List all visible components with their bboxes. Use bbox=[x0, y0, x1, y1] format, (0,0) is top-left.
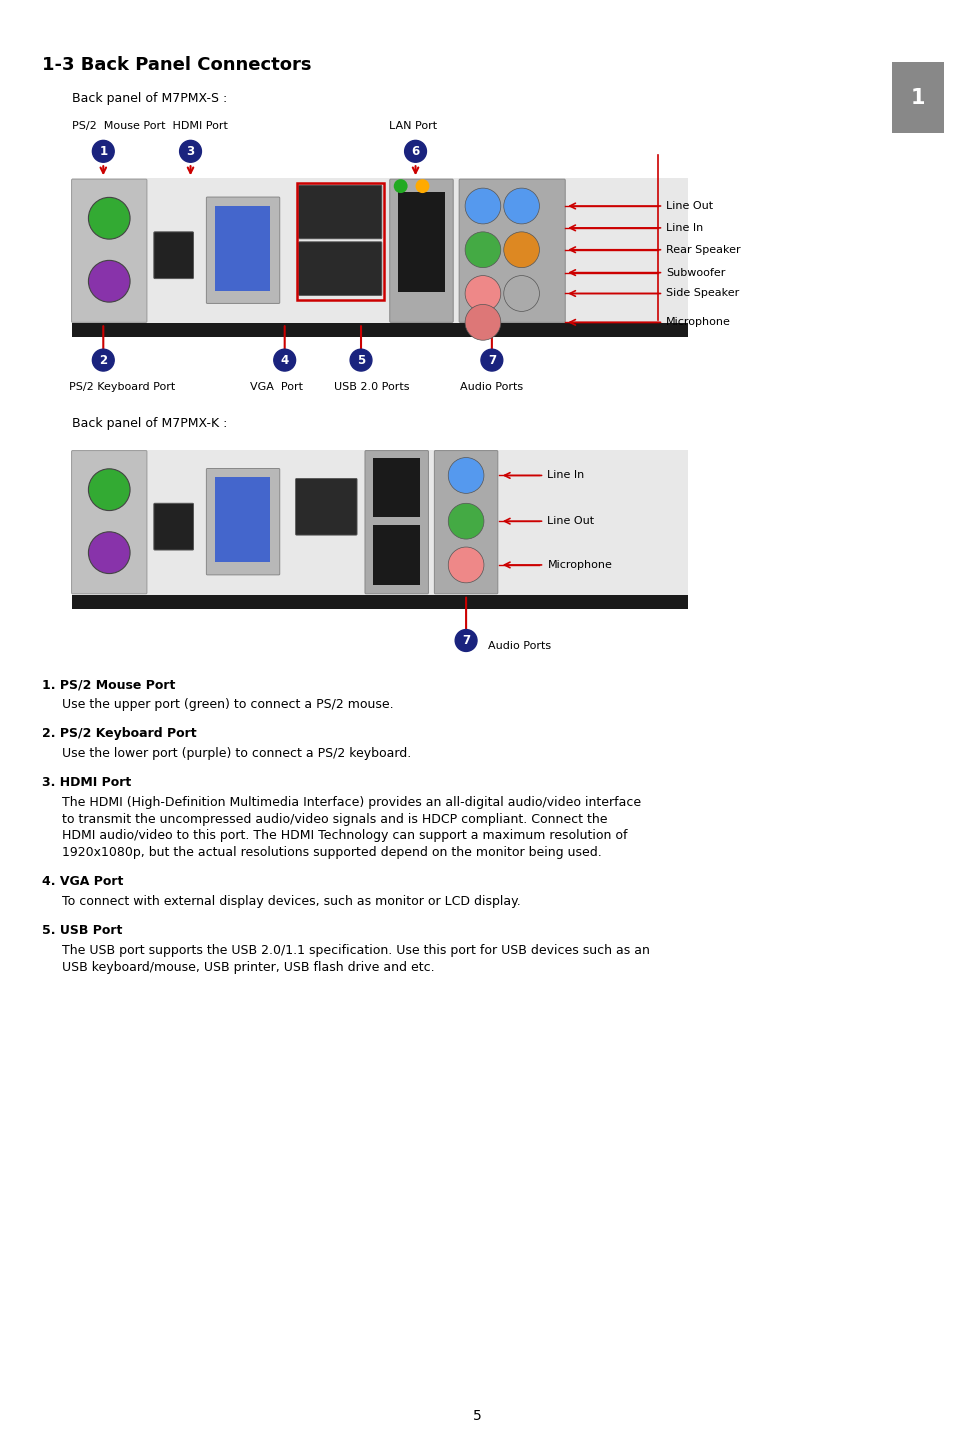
Text: The HDMI (High-Definition Multimedia Interface) provides an all-digital audio/vi: The HDMI (High-Definition Multimedia Int… bbox=[62, 796, 640, 809]
FancyBboxPatch shape bbox=[153, 232, 193, 279]
Circle shape bbox=[465, 305, 500, 340]
Text: USB 2.0 Ports: USB 2.0 Ports bbox=[334, 382, 410, 392]
Bar bbox=[215, 206, 270, 290]
Circle shape bbox=[503, 189, 538, 224]
Circle shape bbox=[394, 179, 407, 193]
Text: 2: 2 bbox=[99, 354, 108, 366]
Circle shape bbox=[274, 348, 295, 372]
FancyBboxPatch shape bbox=[71, 179, 147, 322]
Circle shape bbox=[448, 547, 483, 582]
Text: 7: 7 bbox=[461, 635, 470, 648]
Circle shape bbox=[503, 232, 538, 267]
Text: Line Out: Line Out bbox=[665, 200, 713, 211]
Circle shape bbox=[465, 189, 500, 224]
Bar bbox=[71, 324, 687, 337]
FancyBboxPatch shape bbox=[295, 478, 356, 536]
Bar bbox=[296, 183, 383, 301]
Text: 5: 5 bbox=[356, 354, 365, 366]
Text: Use the lower port (purple) to connect a PS/2 keyboard.: Use the lower port (purple) to connect a… bbox=[62, 746, 411, 759]
Circle shape bbox=[404, 141, 426, 163]
Circle shape bbox=[416, 179, 429, 193]
Text: 3. HDMI Port: 3. HDMI Port bbox=[42, 775, 131, 788]
Circle shape bbox=[350, 348, 372, 372]
Text: Side Speaker: Side Speaker bbox=[665, 289, 739, 299]
Circle shape bbox=[480, 348, 502, 372]
FancyBboxPatch shape bbox=[458, 179, 564, 322]
Text: Back panel of M7PMX-S :: Back panel of M7PMX-S : bbox=[71, 91, 227, 105]
Text: 1: 1 bbox=[910, 87, 924, 107]
Text: Line In: Line In bbox=[547, 470, 584, 481]
Circle shape bbox=[89, 197, 130, 240]
FancyBboxPatch shape bbox=[71, 450, 147, 594]
Bar bbox=[71, 595, 687, 608]
Bar bbox=[373, 526, 420, 585]
Text: HDMI audio/video to this port. The HDMI Technology can support a maximum resolut: HDMI audio/video to this port. The HDMI … bbox=[62, 829, 626, 842]
Text: Microphone: Microphone bbox=[665, 318, 730, 327]
Text: 1-3 Back Panel Connectors: 1-3 Back Panel Connectors bbox=[42, 55, 311, 74]
Circle shape bbox=[92, 141, 114, 163]
Text: LAN Port: LAN Port bbox=[389, 122, 436, 132]
Text: Microphone: Microphone bbox=[547, 560, 612, 571]
Text: to transmit the uncompressed audio/video signals and is HDCP compliant. Connect : to transmit the uncompressed audio/video… bbox=[62, 813, 606, 826]
Circle shape bbox=[503, 276, 538, 311]
Bar bbox=[71, 450, 687, 595]
FancyBboxPatch shape bbox=[206, 197, 279, 303]
Circle shape bbox=[465, 232, 500, 267]
Text: 6: 6 bbox=[411, 145, 419, 158]
Text: Audio Ports: Audio Ports bbox=[487, 642, 551, 652]
FancyBboxPatch shape bbox=[434, 450, 497, 594]
Bar bbox=[215, 478, 270, 562]
Text: 2. PS/2 Keyboard Port: 2. PS/2 Keyboard Port bbox=[42, 727, 196, 741]
Text: 4: 4 bbox=[280, 354, 289, 366]
Text: 1: 1 bbox=[99, 145, 108, 158]
Circle shape bbox=[455, 630, 476, 652]
Circle shape bbox=[89, 260, 130, 302]
FancyBboxPatch shape bbox=[365, 450, 428, 594]
Text: Line In: Line In bbox=[665, 222, 703, 232]
Circle shape bbox=[89, 469, 130, 511]
Circle shape bbox=[89, 531, 130, 574]
Text: USB keyboard/mouse, USB printer, USB flash drive and etc.: USB keyboard/mouse, USB printer, USB fla… bbox=[62, 961, 434, 974]
Text: To connect with external display devices, such as monitor or LCD display.: To connect with external display devices… bbox=[62, 894, 520, 908]
Circle shape bbox=[179, 141, 201, 163]
Text: 5: 5 bbox=[472, 1408, 481, 1423]
Text: PS/2  Mouse Port  HDMI Port: PS/2 Mouse Port HDMI Port bbox=[71, 122, 227, 132]
Text: Subwoofer: Subwoofer bbox=[665, 267, 725, 277]
FancyBboxPatch shape bbox=[390, 179, 453, 322]
Circle shape bbox=[448, 504, 483, 539]
Text: Audio Ports: Audio Ports bbox=[459, 382, 523, 392]
FancyBboxPatch shape bbox=[298, 184, 381, 238]
FancyBboxPatch shape bbox=[891, 62, 943, 134]
Text: Rear Speaker: Rear Speaker bbox=[665, 245, 740, 254]
Circle shape bbox=[465, 276, 500, 311]
Text: 4. VGA Port: 4. VGA Port bbox=[42, 876, 123, 889]
FancyBboxPatch shape bbox=[153, 504, 193, 550]
Circle shape bbox=[448, 457, 483, 494]
Text: 5. USB Port: 5. USB Port bbox=[42, 923, 122, 937]
Text: 1. PS/2 Mouse Port: 1. PS/2 Mouse Port bbox=[42, 678, 175, 691]
Text: The USB port supports the USB 2.0/1.1 specification. Use this port for USB devic: The USB port supports the USB 2.0/1.1 sp… bbox=[62, 944, 649, 957]
Text: VGA  Port: VGA Port bbox=[250, 382, 303, 392]
Text: Use the upper port (green) to connect a PS/2 mouse.: Use the upper port (green) to connect a … bbox=[62, 698, 393, 711]
Text: PS/2 Keyboard Port: PS/2 Keyboard Port bbox=[69, 382, 174, 392]
Bar bbox=[71, 179, 687, 324]
FancyBboxPatch shape bbox=[298, 242, 381, 296]
Bar bbox=[397, 192, 445, 292]
Text: Line Out: Line Out bbox=[547, 515, 594, 526]
Bar bbox=[373, 457, 420, 517]
Text: 7: 7 bbox=[487, 354, 496, 366]
FancyBboxPatch shape bbox=[206, 469, 279, 575]
Text: 3: 3 bbox=[186, 145, 194, 158]
Text: Back panel of M7PMX-K :: Back panel of M7PMX-K : bbox=[71, 417, 227, 430]
Circle shape bbox=[92, 348, 114, 372]
Text: 1920x1080p, but the actual resolutions supported depend on the monitor being use: 1920x1080p, but the actual resolutions s… bbox=[62, 847, 600, 860]
